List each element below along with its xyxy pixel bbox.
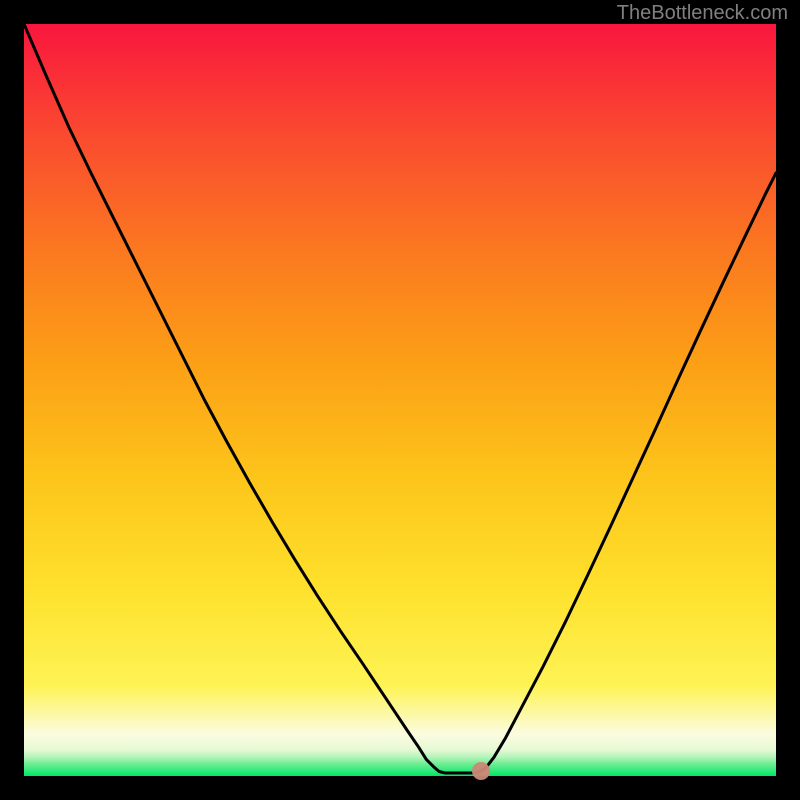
watermark-text: TheBottleneck.com [617, 2, 788, 25]
bottleneck-curve [24, 24, 776, 773]
chart-frame: TheBottleneck.com [0, 0, 800, 800]
plot-area [24, 24, 776, 776]
curve-svg [24, 24, 776, 776]
bottleneck-marker [472, 762, 490, 780]
